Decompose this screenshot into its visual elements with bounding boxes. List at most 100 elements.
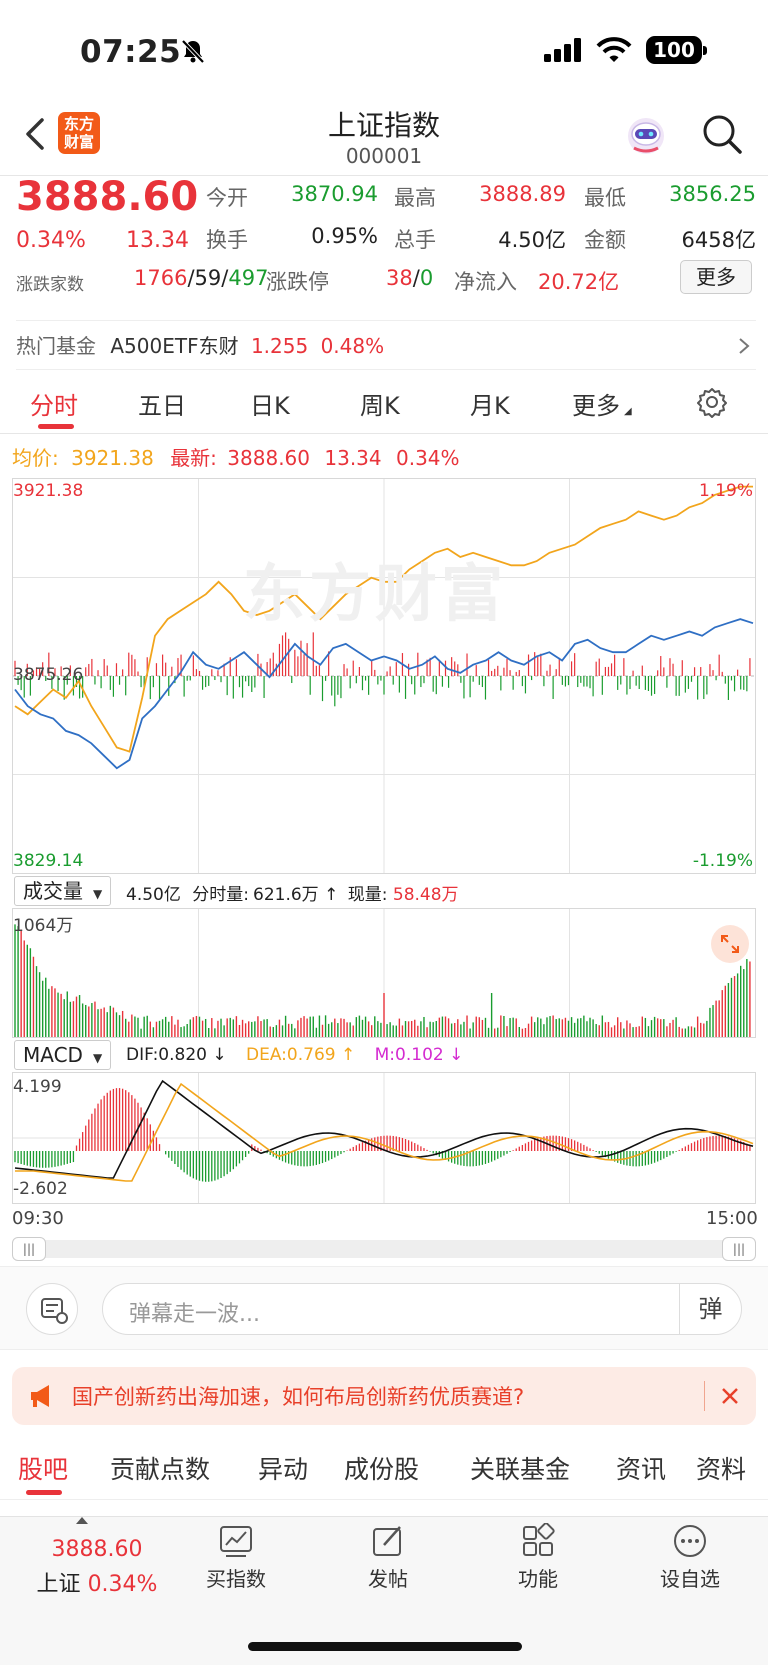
axis-max-pct: 1.19%	[698, 481, 753, 501]
low-value: 3856.25	[669, 182, 756, 206]
status-bar: 07:25 100	[0, 0, 768, 100]
tab-daily-k[interactable]: 日K	[250, 392, 290, 420]
macd-indicator-select[interactable]: MACD ▼	[14, 1040, 112, 1070]
gear-icon[interactable]	[696, 386, 728, 418]
volume-select-label: 成交量	[23, 879, 83, 903]
robot-assistant-icon[interactable]	[624, 114, 668, 158]
danmu-input[interactable]: 弹幕走一波... 弹	[102, 1283, 742, 1335]
danmu-list-button[interactable]	[26, 1283, 78, 1335]
tab-related-funds[interactable]: 关联基金	[470, 1455, 571, 1484]
danmu-send-button[interactable]: 弹	[679, 1284, 741, 1334]
latest-value: 3888.60	[227, 446, 311, 470]
expand-icon	[721, 935, 739, 953]
add-watchlist-button[interactable]: 设自选	[640, 1523, 740, 1592]
limit-values: 38/0	[386, 266, 434, 290]
chart-range-scroller[interactable]: ||| |||	[12, 1237, 756, 1261]
promo-text: 国产创新药出海加速，如何布局创新药优质赛道?	[72, 1385, 525, 1409]
tab-weekly-k[interactable]: 周K	[360, 392, 400, 420]
netflow-label: 净流入	[454, 270, 517, 294]
caret-up-icon	[76, 1517, 88, 1524]
nav-header: 东方财富 上证指数 000001	[0, 100, 768, 176]
volume-total: 4.50亿	[126, 885, 181, 905]
change-pct: 0.34%	[16, 228, 86, 253]
page-title: 上证指数	[327, 109, 440, 142]
volume-chart-canvas	[14, 909, 751, 1037]
volume-bars	[14, 924, 751, 1037]
wifi-icon	[596, 37, 632, 62]
chart-trend-icon	[220, 1526, 252, 1557]
close-icon[interactable]	[720, 1386, 740, 1406]
search-icon[interactable]	[700, 112, 744, 156]
expand-button[interactable]	[711, 925, 749, 963]
battery-icon: 100	[646, 36, 707, 64]
avg-label: 均价:	[12, 446, 59, 470]
volume-indicator-select[interactable]: 成交量 ▼	[14, 876, 112, 906]
macd-chart[interactable]: 4.199 -2.602	[12, 1072, 756, 1204]
tab-movement[interactable]: 异动	[258, 1455, 309, 1484]
tab-more[interactable]: 更多 ◢	[572, 386, 632, 421]
danmu-bar: 弹幕走一波... 弹	[0, 1266, 768, 1350]
tab-profile[interactable]: 资料	[696, 1455, 747, 1484]
latest-label: 最新:	[170, 446, 217, 470]
flow-bars	[14, 632, 751, 707]
high-value: 3888.89	[479, 182, 566, 206]
avg-price-line	[14, 485, 753, 753]
open-label: 今开	[206, 186, 248, 210]
scroller-right-handle[interactable]: |||	[722, 1237, 756, 1261]
tab-forum[interactable]: 股吧	[18, 1455, 69, 1484]
low-label: 最低	[584, 186, 626, 210]
scroller-left-handle[interactable]: |||	[12, 1237, 46, 1261]
last-price: 3888.60	[16, 174, 199, 220]
amount-label: 金额	[584, 228, 626, 252]
tab-constituents[interactable]: 成份股	[344, 1455, 420, 1484]
limit-label: 涨跌停	[266, 270, 329, 294]
macd-chart-canvas	[13, 1073, 755, 1203]
edit-icon	[373, 1526, 401, 1556]
post-button[interactable]: 发帖	[338, 1523, 438, 1592]
axis-max-price: 3921.38	[13, 481, 84, 501]
buy-index-label: 买指数	[206, 1567, 266, 1591]
macd-min-label: -2.602	[13, 1179, 68, 1199]
hot-fund-label: 热门基金	[16, 334, 96, 358]
tab-contribution[interactable]: 贡献点数	[110, 1455, 211, 1484]
tab-more-label: 更多	[572, 392, 620, 420]
more-button[interactable]: 更多	[680, 260, 752, 294]
bell-muted-icon	[181, 39, 205, 64]
price-info-line: 均价: 3921.38 最新: 3888.60 13.34 0.34%	[12, 442, 460, 471]
volume-label: 总手	[394, 228, 436, 252]
more-dots-icon	[674, 1525, 706, 1557]
bottom-toolbar: 3888.60 上证 0.34% 买指数 发帖 功能 设自选	[0, 1516, 768, 1665]
watermark-logo: 东方财富	[243, 557, 508, 630]
macd-dif-line	[14, 1079, 754, 1179]
macd-info: DIF:0.820 ↓ DEA:0.769 ↑ M:0.102 ↓	[126, 1045, 463, 1065]
tab-five-day[interactable]: 五日	[138, 392, 186, 420]
volume-chart[interactable]: 1064万	[12, 908, 756, 1038]
limit-up-count: 38	[386, 266, 413, 290]
active-subtab-indicator	[26, 1490, 62, 1495]
functions-button[interactable]: 功能	[488, 1523, 588, 1592]
tab-news[interactable]: 资讯	[616, 1455, 667, 1484]
limit-down-count: 0	[419, 266, 434, 290]
axis-min-price: 3829.14	[13, 851, 84, 871]
bottom-quote[interactable]: 3888.60 上证 0.34%	[22, 1537, 172, 1598]
axis-min-pct: -1.19%	[692, 851, 753, 871]
promo-banner[interactable]: 国产创新药出海加速，如何布局创新药优质赛道?	[12, 1367, 756, 1425]
megaphone-icon	[31, 1385, 49, 1407]
buy-index-button[interactable]: 买指数	[186, 1523, 286, 1592]
back-icon[interactable]	[22, 114, 52, 154]
macd-select-label: MACD	[23, 1043, 83, 1067]
intraday-chart[interactable]: 东方财富 3921.38 3875.26 3829.14 1.19% -1.19…	[12, 478, 756, 874]
caret-down-icon: ▼	[92, 1051, 103, 1065]
turnover-label: 换手	[206, 228, 248, 252]
tab-intraday[interactable]: 分时	[30, 392, 78, 420]
time-axis-start: 09:30	[12, 1208, 64, 1229]
active-tab-indicator	[38, 424, 74, 429]
status-time: 07:25	[80, 34, 182, 70]
macd-dea: DEA:0.769 ↑	[246, 1045, 356, 1065]
caret-down-icon: ◢	[624, 406, 632, 417]
hot-fund-row[interactable]: 热门基金 A500ETF东财 1.255 0.48%	[16, 320, 756, 370]
battery-level: 100	[653, 38, 695, 62]
tab-monthly-k[interactable]: 月K	[470, 392, 510, 420]
breadth-label: 涨跌家数	[16, 275, 84, 295]
macd-m: M:0.102 ↓	[374, 1045, 464, 1065]
